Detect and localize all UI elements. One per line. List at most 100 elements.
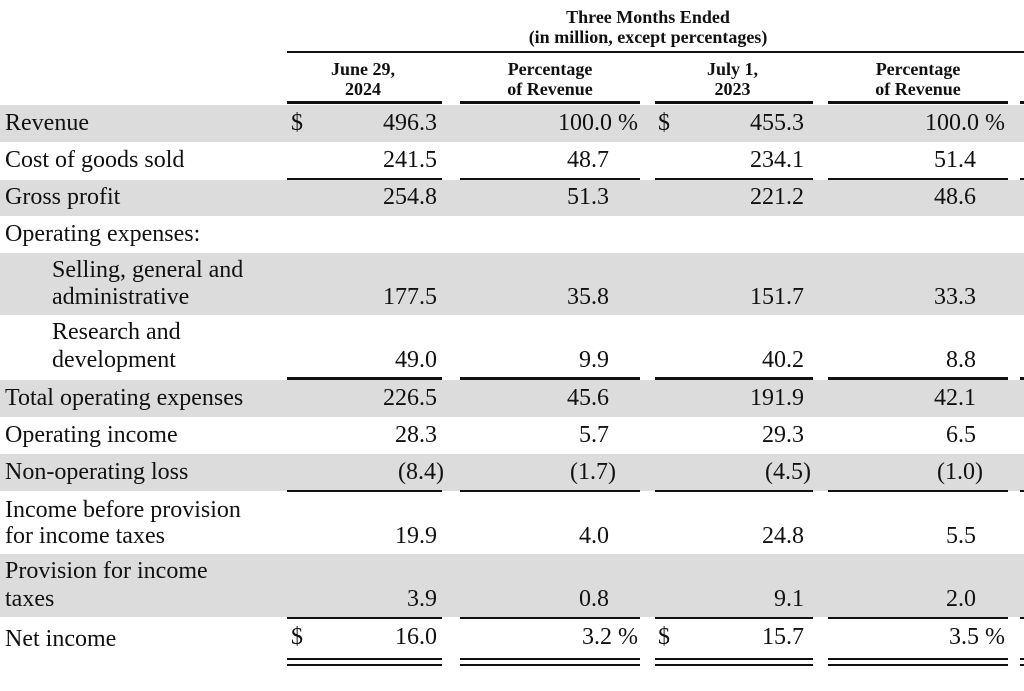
cell-value: 100.0 % — [925, 110, 1005, 136]
cell-value: 49.0 — [395, 347, 437, 373]
col-header-line2: 2023 — [714, 79, 751, 99]
cell-value: 51.4 — [934, 147, 976, 173]
row-underline — [460, 377, 640, 380]
cell-value: 5.7 — [579, 422, 609, 448]
table-row-net-income: Net income $ 16.0 3.2 % $ 15.7 3.5 % — [0, 620, 1024, 660]
table-row-total-opex: Total operating expenses 226.5 45.6 191.… — [0, 380, 1024, 417]
row-underline — [655, 377, 813, 380]
row-label-line1: Research and — [52, 319, 181, 345]
table-row-operating-income: Operating income 28.3 5.7 29.3 6.5 — [0, 417, 1024, 454]
row-label-line2: development — [52, 347, 176, 373]
table-row-opex-header: Operating expenses: — [0, 216, 1024, 253]
row-label: Gross profit — [5, 184, 121, 210]
row-label: Operating income — [5, 422, 178, 448]
cell-value: 2.0 — [946, 586, 976, 612]
cell-value: 48.6 — [934, 184, 976, 210]
cell-value: 151.7 — [750, 284, 804, 310]
cell-value: 35.8 — [567, 284, 609, 310]
table-row-sga: Selling, general and administrative 177.… — [0, 253, 1024, 315]
cell-value: 51.3 — [567, 184, 609, 210]
col-header-pct-2024: Percentage of Revenue — [460, 59, 640, 99]
cell-value: 19.9 — [395, 523, 437, 549]
cell-value: 9.9 — [579, 347, 609, 373]
table-row-income-before-tax: Income before provision for income taxes… — [0, 492, 1024, 554]
row-label: Operating expenses: — [5, 221, 201, 247]
cell-value: 28.3 — [395, 422, 437, 448]
double-underline — [1020, 658, 1024, 666]
period-title: Three Months Ended — [566, 7, 730, 27]
currency-symbol: $ — [291, 110, 303, 136]
cell-value: 4.0 — [579, 523, 609, 549]
cell-value: 0.8 — [579, 586, 609, 612]
cell-value: 496.3 — [383, 110, 437, 136]
table-row-revenue: Revenue $ 496.3 100.0 % $ 455.3 100.0 % — [0, 105, 1024, 142]
row-underline — [460, 178, 640, 180]
cell-value: 5.5 — [946, 523, 976, 549]
row-underline — [1020, 377, 1024, 380]
cell-value: (1.0) — [937, 459, 983, 485]
cell-value: (1.7) — [570, 459, 616, 485]
col-header-line2: 2024 — [345, 79, 381, 99]
double-underline — [287, 658, 442, 666]
cell-value: 9.1 — [774, 586, 804, 612]
row-underline — [828, 617, 1008, 619]
cell-value: 24.8 — [762, 523, 804, 549]
col-header-line2: of Revenue — [875, 79, 961, 99]
row-underline — [287, 377, 442, 380]
currency-symbol: $ — [658, 624, 670, 650]
row-underline — [287, 178, 442, 180]
row-underline — [828, 178, 1008, 180]
row-underline — [655, 490, 813, 492]
col-underline — [1020, 101, 1024, 104]
row-underline — [287, 490, 442, 492]
row-underline — [1020, 178, 1024, 180]
row-underline — [828, 490, 1008, 492]
cell-value: 29.3 — [762, 422, 804, 448]
cell-value: 40.2 — [762, 347, 804, 373]
cell-value: 48.7 — [567, 147, 609, 173]
row-label: Cost of goods sold — [5, 147, 185, 173]
table-row-tax-provision: Provision for income taxes 3.9 0.8 9.1 2… — [0, 554, 1024, 617]
row-label-line2: for income taxes — [5, 523, 165, 549]
cell-value: 15.7 — [762, 624, 804, 650]
table-row-gross-profit: Gross profit 254.8 51.3 221.2 48.6 — [0, 180, 1024, 216]
double-underline — [460, 658, 640, 666]
col-header-line2: of Revenue — [507, 79, 593, 99]
col-underline — [460, 101, 640, 104]
cell-value: (8.4) — [398, 459, 444, 485]
col-underline — [287, 101, 442, 104]
row-underline — [1020, 490, 1024, 492]
row-underline — [655, 617, 813, 619]
row-underline — [287, 617, 442, 619]
cell-value: 3.9 — [407, 586, 437, 612]
cell-value: 6.5 — [946, 422, 976, 448]
period-subtitle: (in million, except percentages) — [528, 27, 768, 47]
row-label: Non-operating loss — [5, 459, 189, 485]
cell-value: 191.9 — [750, 385, 804, 411]
col-header-june-2024: June 29, 2024 — [288, 59, 438, 99]
col-header-line1: Percentage — [507, 59, 593, 79]
row-underline — [1020, 617, 1024, 619]
table-row-non-operating-loss: Non-operating loss (8.4) (1.7) (4.5) (1.… — [0, 454, 1024, 491]
cell-value: 254.8 — [383, 184, 437, 210]
row-label-line1: Income before provision — [5, 497, 241, 523]
double-underline — [655, 658, 813, 666]
col-header-line1: July 1, — [706, 59, 758, 79]
col-header-july-2023: July 1, 2023 — [655, 59, 810, 99]
cell-value: 177.5 — [383, 284, 437, 310]
row-underline — [460, 617, 640, 619]
col-underline — [828, 101, 1008, 104]
row-label-line2: taxes — [5, 586, 55, 612]
cell-value: 221.2 — [750, 184, 804, 210]
col-header-line1: June 29, — [330, 59, 395, 79]
currency-symbol: $ — [291, 624, 303, 650]
row-label: Revenue — [5, 110, 89, 136]
cell-value: 3.5 % — [949, 624, 1005, 650]
row-label: Net income — [5, 626, 117, 652]
period-underline — [287, 51, 1024, 53]
col-header-line1: Percentage — [875, 59, 961, 79]
cell-value: 42.1 — [934, 385, 976, 411]
cell-value: (4.5) — [765, 459, 811, 485]
cell-value: 100.0 % — [558, 110, 638, 136]
row-underline — [460, 490, 640, 492]
